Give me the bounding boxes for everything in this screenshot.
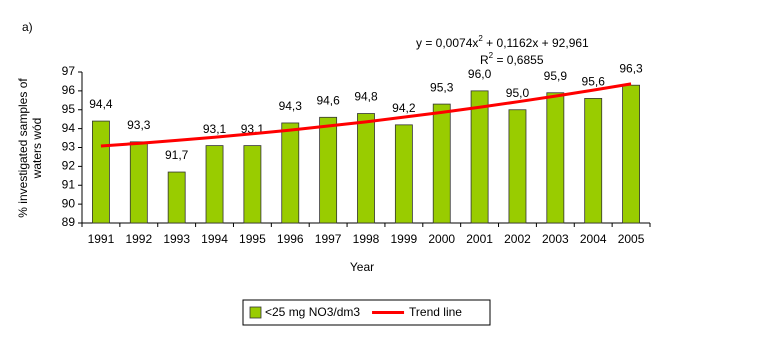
x-tick-label: 1992 — [125, 232, 152, 246]
bar — [584, 98, 603, 224]
panel-label: a) — [22, 20, 33, 34]
value-label: 96,3 — [619, 61, 643, 75]
bar — [167, 171, 186, 224]
equation-part: + 0,1162x + 92,961 — [483, 36, 589, 50]
trend-equation: y = 0,0074x2 + 0,1162x + 92,961 — [416, 34, 589, 50]
bar — [508, 109, 527, 224]
bar — [319, 116, 338, 224]
r-squared: R2 = 0,6855 — [480, 51, 544, 67]
value-label: 94,3 — [279, 99, 303, 113]
bar — [357, 113, 375, 224]
x-tick-label: 1995 — [239, 232, 266, 246]
x-tick-label: 2004 — [580, 232, 607, 246]
equation-part: 2 — [478, 34, 483, 43]
x-tick-label: 2002 — [504, 232, 531, 246]
bar — [546, 92, 565, 224]
value-label: 95,9 — [544, 69, 568, 83]
y-tick-label: 91 — [62, 177, 76, 191]
x-tick-label: 1998 — [353, 232, 380, 246]
r-squared-part: R — [480, 53, 489, 67]
bar — [92, 120, 110, 224]
value-label: 95,0 — [506, 86, 530, 100]
x-tick-label: 1996 — [277, 232, 304, 246]
x-tick-label: 1997 — [315, 232, 342, 246]
value-label: 93,3 — [127, 118, 151, 132]
r-squared-part: 2 — [489, 51, 494, 60]
legend-box — [242, 299, 491, 326]
y-tick-label: 94 — [62, 121, 76, 135]
value-label: 94,8 — [354, 90, 378, 104]
y-axis-title: waters wód — [30, 118, 44, 180]
y-tick-label: 90 — [62, 196, 76, 210]
y-tick-label: 93 — [62, 140, 76, 154]
x-tick-label: 1993 — [163, 232, 190, 246]
value-label: 93,1 — [203, 122, 227, 136]
bar — [243, 145, 262, 224]
x-tick-label: 2003 — [542, 232, 569, 246]
bar — [205, 145, 224, 224]
legend-label: Trend line — [409, 305, 462, 319]
x-tick-label: 1991 — [88, 232, 115, 246]
y-axis-title: % investigated samples of — [16, 78, 30, 218]
bar — [394, 124, 413, 224]
value-label: 94,2 — [392, 101, 416, 115]
value-label: 94,4 — [89, 97, 113, 111]
legend-swatch — [249, 306, 262, 319]
value-label: 95,6 — [582, 75, 606, 89]
y-tick-label: 89 — [62, 215, 76, 229]
value-label: 96,0 — [468, 67, 492, 81]
equation-part: y = 0,0074x — [416, 36, 478, 50]
r-squared-part: = 0,6855 — [493, 53, 544, 67]
x-tick-label: 1994 — [201, 232, 228, 246]
value-label: 91,7 — [165, 148, 189, 162]
x-tick-label: 2000 — [428, 232, 455, 246]
x-tick-label: 2001 — [466, 232, 493, 246]
trend-line — [100, 82, 632, 148]
bar — [432, 103, 451, 224]
y-tick-label: 92 — [62, 159, 76, 173]
y-tick-label: 97 — [62, 64, 76, 78]
x-tick-label: 1999 — [391, 232, 418, 246]
value-label: 95,3 — [430, 80, 454, 94]
x-axis-title: Year — [350, 260, 374, 274]
bar — [281, 122, 300, 224]
value-label: 94,6 — [316, 93, 340, 107]
bar — [470, 90, 489, 224]
x-tick-label: 2005 — [618, 232, 645, 246]
y-tick-label: 95 — [62, 102, 76, 116]
y-tick-label: 96 — [62, 83, 76, 97]
legend-label: <25 mg NO3/dm3 — [265, 305, 360, 319]
bar — [622, 84, 640, 224]
bar — [129, 141, 148, 224]
